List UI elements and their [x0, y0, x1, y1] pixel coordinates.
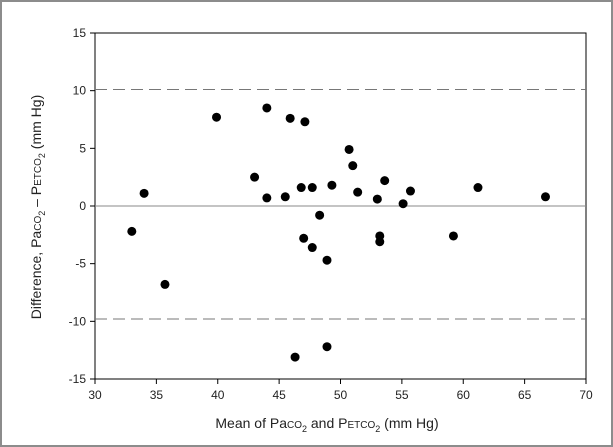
data-point — [448, 231, 458, 241]
data-point — [307, 183, 317, 193]
x-tick-label: 35 — [150, 388, 164, 402]
data-point — [280, 192, 290, 202]
data-point — [540, 192, 550, 202]
x-tick-label: 50 — [334, 388, 348, 402]
data-point — [296, 183, 306, 193]
data-point — [127, 226, 137, 236]
data-point — [307, 243, 317, 253]
data-point — [262, 193, 272, 203]
x-axis-ticks: 30 35 40 45 50 55 60 65 70 — [88, 379, 593, 402]
x-tick-label: 30 — [88, 388, 102, 402]
data-point — [327, 180, 337, 190]
data-points — [127, 103, 550, 362]
x-tick-label: 40 — [211, 388, 225, 402]
y-tick-label: -15 — [69, 372, 87, 386]
data-point — [353, 187, 363, 197]
data-point — [473, 183, 483, 193]
data-point — [139, 188, 149, 198]
data-point — [322, 342, 332, 352]
x-tick-label: 60 — [457, 388, 471, 402]
x-tick-label: 65 — [518, 388, 532, 402]
data-point — [375, 231, 385, 241]
reference-lines — [95, 89, 586, 320]
data-point — [212, 112, 222, 122]
x-tick-label: 70 — [579, 388, 593, 402]
data-point — [315, 210, 325, 220]
x-tick-label: 45 — [272, 388, 286, 402]
data-point — [372, 194, 382, 204]
data-point — [405, 186, 415, 196]
y-tick-label: 10 — [73, 84, 87, 98]
y-tick-label: -5 — [75, 257, 86, 271]
data-point — [398, 199, 408, 209]
data-point — [344, 144, 354, 154]
data-point — [322, 255, 332, 265]
y-tick-label: -10 — [69, 314, 87, 328]
x-tick-label: 55 — [395, 388, 409, 402]
data-point — [160, 279, 170, 289]
data-point — [380, 176, 390, 186]
x-axis-label: Mean of PaCO2 and PETCO2 (mm Hg) — [215, 415, 438, 434]
y-axis-ticks: -15 -10 -5 0 5 10 15 — [69, 26, 95, 386]
data-point — [290, 352, 300, 362]
data-point — [262, 103, 272, 113]
y-tick-label: 5 — [79, 141, 86, 155]
y-tick-label: 15 — [73, 26, 87, 40]
y-axis-label: Difference, PaCO2 – PETCO2 (mm Hg) — [28, 95, 47, 320]
y-tick-label: 0 — [79, 199, 86, 213]
data-point — [300, 117, 310, 127]
data-point — [250, 172, 260, 182]
data-point — [285, 113, 295, 123]
data-point — [299, 233, 309, 243]
data-point — [348, 161, 358, 171]
